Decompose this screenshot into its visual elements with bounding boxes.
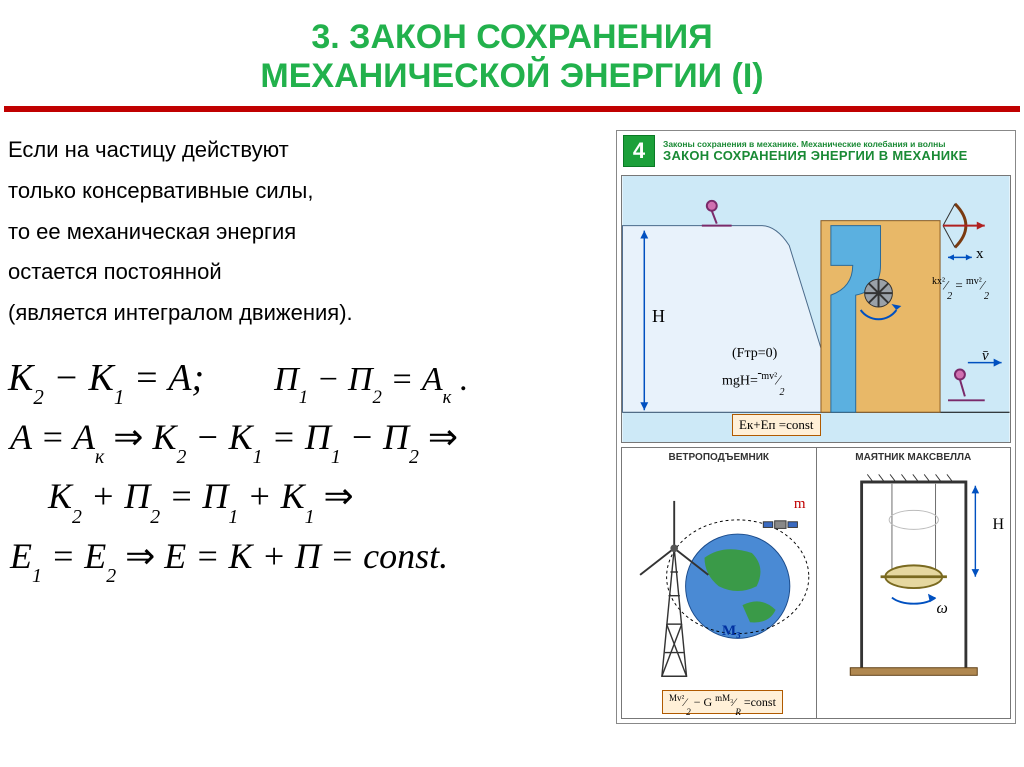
formula-k-diff: K2 − K1 = A; (8, 356, 204, 405)
windlift-eq-box: Mv²⁄2 − G mM₃⁄R =const (662, 690, 783, 714)
intro-l4: остается постоянной (8, 252, 608, 293)
windlift-label: ВЕТРОПОДЪЕМНИК (626, 452, 812, 463)
const-eq-box: Eк+Eп =const (732, 414, 821, 436)
maxwell-label: МАЯТНИК МАКСВЕЛЛА (821, 452, 1007, 463)
formula-row-4: E1 = E2 ⇒ E = K + П = const. (8, 535, 608, 582)
left-column: Если на частицу действуют только консерв… (8, 130, 616, 724)
intro-l1: Если на частицу действуют (8, 130, 608, 171)
right-header: 4 Законы сохранения в механике. Механиче… (617, 131, 1015, 171)
m-label: m (794, 496, 806, 513)
section-badge: 4 (623, 135, 655, 167)
formula-row-3: K2 + П2 = П1 + K1 ⇒ (8, 475, 608, 522)
mgH-label: mgH= mv²⁄2 (722, 371, 785, 391)
figures-bottom: ВЕТРОПОДЪЕМНИК (621, 447, 1011, 719)
kx2-label: kx²⁄2 = mv²⁄2 (932, 276, 989, 296)
formula-line4: E1 = E2 ⇒ E = K + П = const. (10, 535, 448, 582)
windlift-svg (626, 463, 812, 681)
intro-l3: то ее механическая энергия (8, 212, 608, 253)
formula-p-diff: П1 − П2 = Aк . (274, 361, 468, 404)
divider-rule (4, 106, 1020, 112)
H-label: H (652, 306, 665, 327)
content-columns: Если на частицу действуют только консерв… (0, 130, 1024, 724)
intro-text: Если на частицу действуют только консерв… (8, 130, 608, 333)
windlift-eq: Mv²⁄2 − G mM₃⁄R =const (669, 695, 776, 709)
right-column: 4 Законы сохранения в механике. Механиче… (616, 130, 1016, 724)
right-title-wrap: Законы сохранения в механике. Механическ… (663, 140, 1009, 163)
M3-label: M₃ (722, 623, 741, 640)
v-label: v̄ (982, 348, 989, 365)
right-main-title: ЗАКОН СОХРАНЕНИЯ ЭНЕРГИИ В МЕХАНИКЕ (663, 149, 1009, 163)
figure-skier-dam: H x v̄ (Fтр=0) mgH= mv²⁄2 kx²⁄2 = mv²⁄2 … (621, 175, 1011, 443)
formula-row-2: A = Aк ⇒ K2 − K1 = П1 − П2 ⇒ (8, 416, 608, 463)
formula-line3: K2 + П2 = П1 + K1 ⇒ (48, 475, 354, 522)
intro-l5: (является интегралом движения). (8, 293, 608, 334)
page-title: 3. ЗАКОН СОХРАНЕНИЯ МЕХАНИЧЕСКОЙ ЭНЕРГИИ… (0, 0, 1024, 102)
formulas-block: K2 − K1 = A; П1 − П2 = Aк . A = Aк ⇒ K2 … (8, 356, 608, 582)
figure-maxwell: МАЯТНИК МАКСВЕЛЛА (817, 448, 1011, 718)
skier-svg (622, 176, 1010, 442)
const-eq: Eк+Eп =const (739, 417, 814, 432)
title-line-1: 3. ЗАКОН СОХРАНЕНИЯ (311, 18, 712, 56)
maxwell-svg (821, 463, 1007, 681)
title-line-2: МЕХАНИЧЕСКОЙ ЭНЕРГИИ (I) (260, 57, 763, 95)
Ftr-label: (Fтр=0) (732, 346, 777, 362)
H-label-2: H (992, 516, 1004, 534)
formula-row-1: K2 − K1 = A; П1 − П2 = Aк . (8, 356, 608, 405)
omega-label: ω (937, 600, 948, 618)
formula-line2: A = Aк ⇒ K2 − K1 = П1 − П2 ⇒ (10, 416, 458, 463)
figure-windlift: ВЕТРОПОДЪЕМНИК (622, 448, 817, 718)
intro-l2: только консервативные силы, (8, 171, 608, 212)
x-label: x (976, 246, 984, 263)
